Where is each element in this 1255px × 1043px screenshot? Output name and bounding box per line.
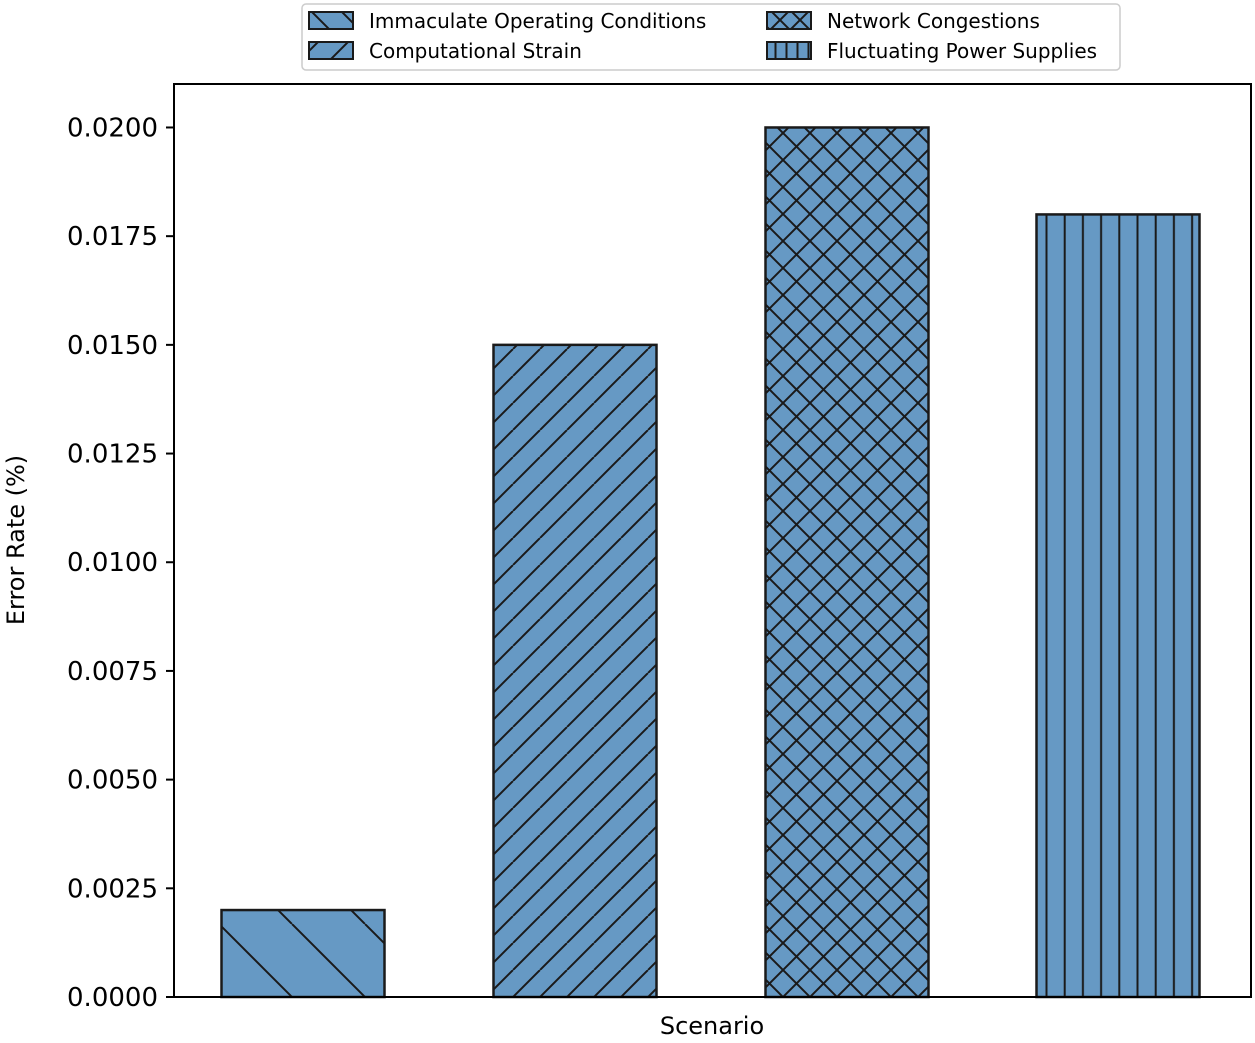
y-tick-label: 0.0175 — [67, 222, 158, 252]
legend-swatch-cross — [766, 11, 812, 30]
x-axis-label: Scenario — [660, 1012, 764, 1039]
bars-group — [220, 126, 1201, 999]
y-tick-label: 0.0050 — [67, 766, 158, 796]
y-tick-label: 0.0075 — [67, 657, 158, 687]
legend-label: Fluctuating Power Supplies — [827, 39, 1097, 63]
legend: Immaculate Operating Conditions Network C… — [301, 3, 1121, 71]
y-tick-label: 0.0025 — [67, 874, 158, 904]
legend-label: Computational Strain — [369, 39, 582, 63]
legend-frame — [301, 3, 1121, 71]
legend-label: Immaculate Operating Conditions — [369, 9, 706, 33]
legend-swatch-vertical — [766, 41, 812, 60]
y-axis-label: Error Rate (%) — [2, 455, 30, 625]
bar-network-congestions — [764, 126, 930, 999]
y-tick-label: 0.0150 — [67, 331, 158, 361]
y-tick-label: 0.0000 — [67, 983, 158, 1013]
plot-area-frame — [173, 83, 1252, 998]
legend-swatch-backslash — [308, 11, 354, 30]
bar-fluctuating-power-supplies — [1035, 213, 1201, 999]
bar-immaculate-operating-conditions — [220, 908, 386, 999]
bar-computational-strain — [492, 343, 658, 999]
y-tick-label: 0.0200 — [67, 113, 158, 143]
y-tick-label: 0.0125 — [67, 440, 158, 470]
legend-label: Network Congestions — [827, 9, 1040, 33]
legend-swatch-slash — [308, 41, 354, 60]
y-axis-ticks: 0.0000 0.0025 0.0050 0.0075 0.0100 0.0125 0.01… — [67, 113, 174, 1013]
y-tick-label: 0.0100 — [67, 548, 158, 578]
